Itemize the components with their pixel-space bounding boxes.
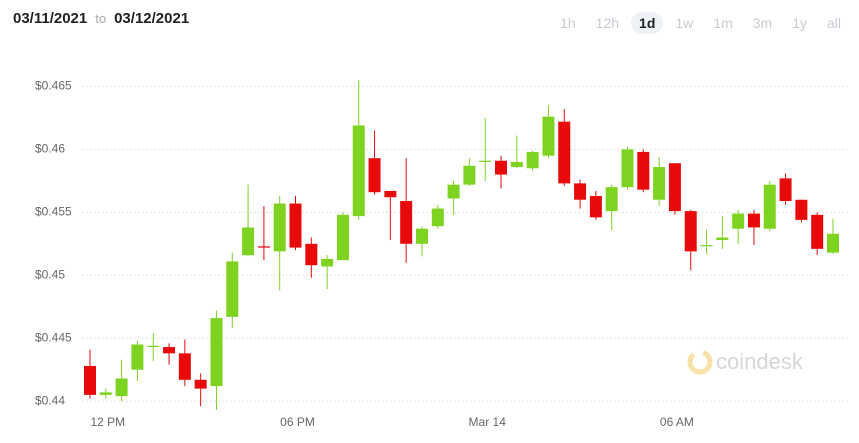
candle-body	[352, 125, 365, 217]
y-tick-label: $0.44	[35, 393, 65, 407]
candle-body	[431, 208, 444, 227]
date-range: 03/11/2021 to 03/12/2021	[13, 10, 189, 27]
range-buttons: 1h 12h 1d 1w 1m 3m 1y all	[552, 12, 849, 34]
candle-body	[716, 237, 729, 241]
date-to[interactable]: 03/12/2021	[114, 10, 190, 27]
candle-body	[637, 151, 650, 190]
candle-body	[827, 233, 839, 253]
candle-body	[510, 161, 523, 168]
x-tick-label: 06 PM	[280, 415, 315, 429]
candle-body	[542, 116, 555, 156]
range-button[interactable]: all	[826, 15, 841, 31]
candle-body	[242, 227, 255, 256]
candle-body	[336, 214, 349, 261]
candle-body	[589, 195, 602, 218]
candle-body	[273, 203, 286, 252]
candle-body	[558, 121, 571, 184]
candle-body	[747, 213, 760, 228]
candle-body	[526, 151, 539, 169]
date-separator: to	[95, 11, 107, 26]
range-button[interactable]: 1d	[631, 12, 664, 34]
candle-body	[732, 213, 745, 229]
candle-body	[415, 228, 428, 244]
candle-body	[163, 347, 176, 354]
candle-body	[289, 203, 302, 248]
y-tick-label: $0.45	[35, 267, 65, 281]
x-tick-label: 12 PM	[90, 415, 125, 429]
candle-body	[84, 365, 96, 395]
date-from[interactable]: 03/11/2021	[13, 10, 88, 27]
candle-body	[574, 183, 587, 200]
range-button[interactable]: 1m	[713, 15, 733, 31]
candle-body	[115, 378, 128, 397]
candle-body	[321, 258, 334, 267]
candle-body	[463, 165, 476, 185]
candle-body	[763, 184, 776, 229]
candle-body	[621, 149, 634, 188]
y-tick-label: $0.445	[35, 330, 72, 344]
watermark-text: coindesk	[716, 349, 804, 374]
watermark-logo	[687, 349, 713, 375]
range-button[interactable]: 3m	[752, 15, 773, 31]
y-tick-label: $0.465	[35, 79, 72, 93]
candle-body	[811, 214, 824, 249]
candle-body	[684, 211, 697, 252]
candle-body	[99, 392, 112, 395]
candle-body	[178, 353, 191, 380]
candle-body	[226, 261, 239, 317]
candle-body	[795, 199, 808, 220]
candle-body	[194, 379, 207, 389]
candle-body	[779, 178, 792, 202]
watermark: coindesk	[687, 349, 804, 375]
candle-body	[653, 167, 666, 200]
candle-body	[210, 318, 223, 387]
candle-body	[368, 158, 381, 193]
y-tick-label: $0.455	[35, 205, 72, 219]
y-tick-label: $0.46	[35, 142, 65, 156]
candle-body	[131, 344, 144, 370]
candle-body	[495, 160, 508, 175]
candle-body	[668, 163, 681, 212]
range-button[interactable]: 1y	[792, 15, 807, 31]
candle-body	[447, 184, 460, 199]
candle-body	[305, 243, 318, 266]
x-tick-label: Mar 14	[469, 415, 507, 429]
range-button[interactable]: 12h	[595, 15, 620, 31]
candle-body	[384, 190, 397, 198]
x-tick-label: 06 AM	[660, 415, 694, 429]
range-button[interactable]: 1h	[560, 15, 576, 31]
range-button[interactable]: 1w	[675, 15, 694, 31]
candle-body	[400, 201, 413, 244]
candle-body	[605, 187, 618, 212]
candle-body	[479, 160, 492, 162]
candle-body	[147, 345, 160, 348]
candle-body	[257, 246, 270, 248]
candle-body	[700, 245, 713, 247]
